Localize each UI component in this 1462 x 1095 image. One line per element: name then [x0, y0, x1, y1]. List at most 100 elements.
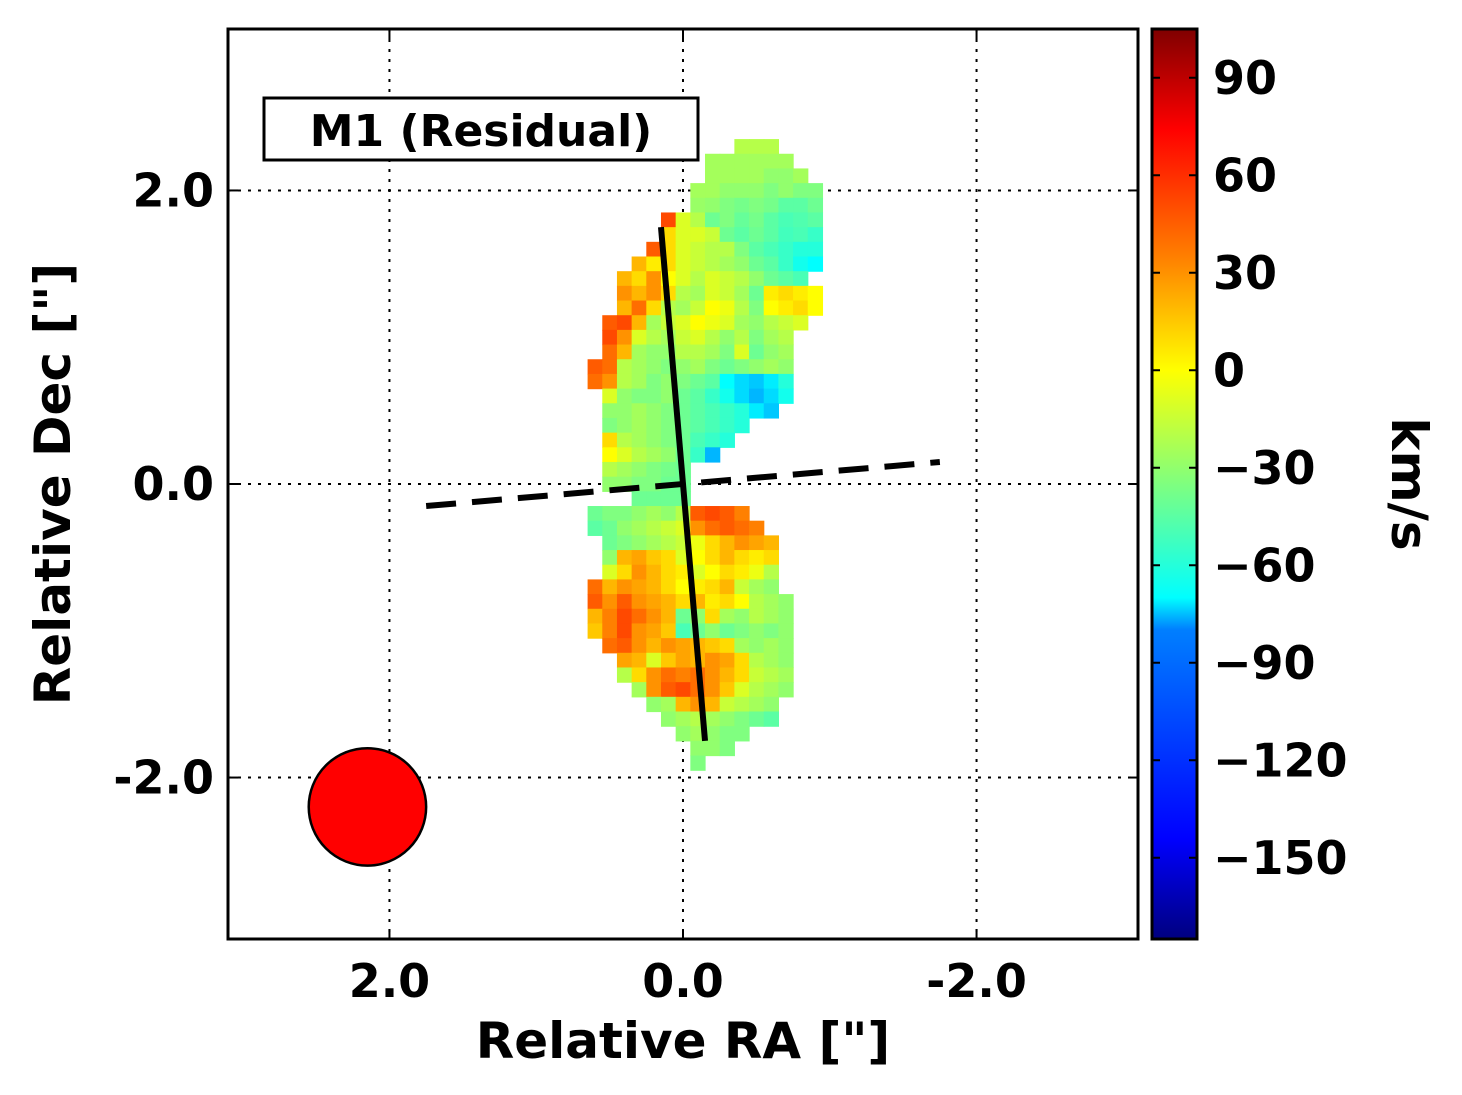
velocity-pixel — [602, 564, 618, 581]
velocity-pixel — [646, 608, 662, 625]
velocity-pixel — [734, 373, 750, 390]
velocity-pixel — [705, 520, 721, 536]
velocity-pixel — [734, 403, 750, 419]
velocity-pixel — [616, 432, 633, 448]
velocity-pixel — [631, 682, 647, 698]
velocity-pixel — [616, 461, 633, 478]
velocity-pixel — [705, 417, 721, 434]
velocity-pixel — [690, 432, 706, 448]
velocity-pixel — [778, 344, 794, 360]
velocity-pixel — [587, 373, 603, 390]
velocity-pixel — [778, 388, 794, 404]
velocity-pixel — [602, 388, 618, 404]
colorbar-tick-label: 90 — [1213, 51, 1277, 105]
annotation-box: M1 (Residual) — [262, 96, 700, 162]
velocity-pixel — [778, 329, 794, 346]
velocity-pixel — [719, 520, 735, 536]
velocity-pixel — [705, 373, 721, 390]
velocity-pixel — [763, 271, 780, 287]
velocity-pixel — [616, 271, 633, 287]
velocity-pixel — [631, 667, 647, 683]
velocity-pixel — [734, 506, 750, 522]
velocity-pixel — [616, 579, 633, 595]
velocity-pixel — [660, 417, 677, 434]
velocity-pixel — [646, 682, 662, 698]
velocity-pixel — [587, 520, 603, 536]
velocity-pixel — [616, 667, 633, 683]
velocity-pixel — [631, 535, 647, 551]
velocity-pixel — [660, 432, 677, 448]
velocity-pixel — [719, 711, 735, 727]
velocity-pixel — [602, 461, 618, 478]
velocity-pixel — [646, 594, 662, 610]
velocity-pixel — [807, 212, 824, 228]
velocity-pixel — [660, 550, 677, 566]
velocity-pixel — [646, 652, 662, 669]
colorbar-label: km/s — [1380, 417, 1438, 550]
velocity-pixel — [675, 300, 691, 316]
velocity-pixel — [749, 285, 765, 302]
velocity-pixel — [690, 550, 706, 566]
velocity-pixel — [616, 623, 633, 639]
velocity-pixel — [705, 241, 721, 258]
velocity-pixel — [734, 183, 750, 199]
velocity-pixel — [734, 344, 750, 360]
velocity-pixel — [631, 432, 647, 448]
velocity-pixel — [763, 608, 780, 625]
velocity-pixel — [807, 300, 824, 316]
velocity-pixel — [734, 711, 750, 727]
velocity-pixel — [705, 271, 721, 287]
velocity-pixel — [763, 285, 780, 302]
velocity-pixel — [734, 638, 750, 654]
velocity-pixel — [616, 403, 633, 419]
velocity-pixel — [793, 256, 809, 272]
velocity-pixel — [660, 711, 677, 727]
velocity-pixel — [778, 227, 794, 243]
velocity-pixel — [616, 535, 633, 551]
velocity-pixel — [690, 373, 706, 390]
velocity-pixel — [778, 623, 794, 639]
velocity-pixel — [616, 506, 633, 522]
velocity-pixel — [719, 682, 735, 698]
velocity-pixel — [778, 212, 794, 228]
velocity-pixel — [631, 550, 647, 566]
velocity-pixel — [778, 285, 794, 302]
velocity-pixel — [719, 329, 735, 346]
velocity-pixel — [719, 535, 735, 551]
velocity-pixel — [719, 623, 735, 639]
velocity-pixel — [763, 682, 780, 698]
velocity-pixel — [763, 667, 780, 683]
velocity-pixel — [793, 183, 809, 199]
x-tick-label: 0.0 — [642, 954, 724, 1008]
x-tick-label: -2.0 — [926, 954, 1027, 1008]
velocity-pixel — [763, 652, 780, 669]
colorbar-tick-label: 0 — [1213, 343, 1245, 397]
velocity-pixel — [705, 168, 721, 184]
velocity-pixel — [631, 638, 647, 654]
velocity-pixel — [690, 447, 706, 463]
velocity-pixel — [690, 227, 706, 243]
velocity-pixel — [734, 726, 750, 742]
velocity-pixel — [631, 329, 647, 346]
velocity-pixel — [778, 183, 794, 199]
velocity-pixel — [719, 271, 735, 287]
velocity-pixel — [763, 638, 780, 654]
velocity-pixel — [719, 212, 735, 228]
velocity-pixel — [675, 608, 691, 625]
y-axis-label: Relative Dec ["] — [24, 263, 82, 705]
velocity-pixel — [646, 550, 662, 566]
velocity-pixel — [616, 417, 633, 434]
velocity-pixel — [675, 256, 691, 272]
velocity-pixel — [705, 623, 721, 639]
velocity-pixel — [660, 667, 677, 683]
velocity-pixel — [602, 329, 618, 346]
velocity-pixel — [602, 344, 618, 360]
velocity-pixel — [631, 594, 647, 610]
velocity-pixel — [690, 535, 706, 551]
velocity-pixel — [719, 417, 735, 434]
axis-ticks — [228, 29, 1138, 939]
velocity-pixel — [705, 652, 721, 669]
velocity-pixel — [602, 608, 618, 625]
velocity-pixel — [705, 550, 721, 566]
velocity-pixel — [690, 241, 706, 258]
